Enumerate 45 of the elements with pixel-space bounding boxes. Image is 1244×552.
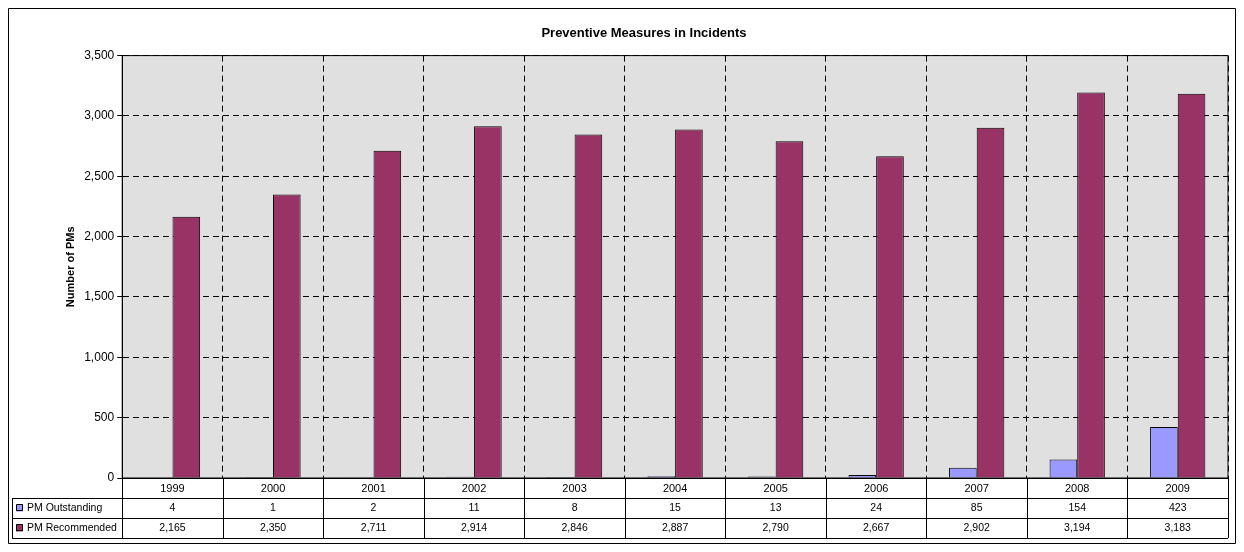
x-tick-label: 2003 [562, 481, 587, 494]
y-tick-label: 1,000 [84, 349, 115, 364]
data-label: 2,914 [460, 520, 488, 533]
legend-label: PM Outstanding [27, 500, 103, 513]
data-label: 2 [370, 500, 377, 513]
data-label: 24 [870, 500, 883, 513]
x-tick-label: 2002 [461, 481, 487, 494]
data-label: 2,902 [963, 520, 990, 533]
y-tick-label: 3,500 [84, 47, 115, 62]
x-tick-label: 2005 [763, 481, 788, 494]
data-label: 2,846 [561, 520, 588, 533]
x-tick-label: 2007 [964, 481, 989, 494]
y-tick-label: 0 [107, 470, 115, 485]
data-label: 85 [970, 500, 983, 513]
y-tick-label: 2,500 [84, 168, 115, 183]
data-label: 2,711 [360, 520, 387, 533]
data-label: 3,183 [1164, 520, 1192, 533]
data-label: 15 [669, 500, 682, 513]
data-label: 11 [468, 500, 480, 513]
x-tick-label: 1999 [160, 481, 185, 494]
x-tick-label: 2008 [1064, 481, 1090, 494]
y-tick-label: 2,000 [84, 228, 115, 243]
x-tick-label: 2000 [260, 481, 286, 494]
data-label: 1 [270, 500, 277, 513]
y-axis-title: Number of PMs [63, 226, 76, 308]
y-tick-label: 3,000 [84, 108, 115, 123]
data-label: 2,667 [863, 520, 890, 533]
chart-title: Preventive Measures in Incidents [541, 25, 747, 41]
x-tick-label: 2001 [361, 481, 386, 494]
data-label: 4 [169, 500, 176, 513]
x-tick-label: 2009 [1165, 481, 1190, 494]
data-label: 423 [1168, 500, 1187, 513]
data-label: 2,350 [259, 520, 287, 533]
legend-label: PM Recommended [27, 520, 118, 533]
y-tick-label: 500 [94, 409, 115, 424]
data-label: 2,790 [762, 520, 789, 533]
data-label: 154 [1068, 500, 1087, 513]
x-tick-label: 2004 [662, 481, 688, 494]
data-label: 13 [769, 500, 782, 513]
data-label: 8 [571, 500, 578, 513]
x-tick-label: 2006 [863, 481, 889, 494]
y-tick-label: 1,500 [84, 289, 115, 304]
data-label: 3,194 [1064, 520, 1091, 533]
data-label: 2,165 [159, 520, 186, 533]
data-label: 2,887 [661, 520, 689, 533]
